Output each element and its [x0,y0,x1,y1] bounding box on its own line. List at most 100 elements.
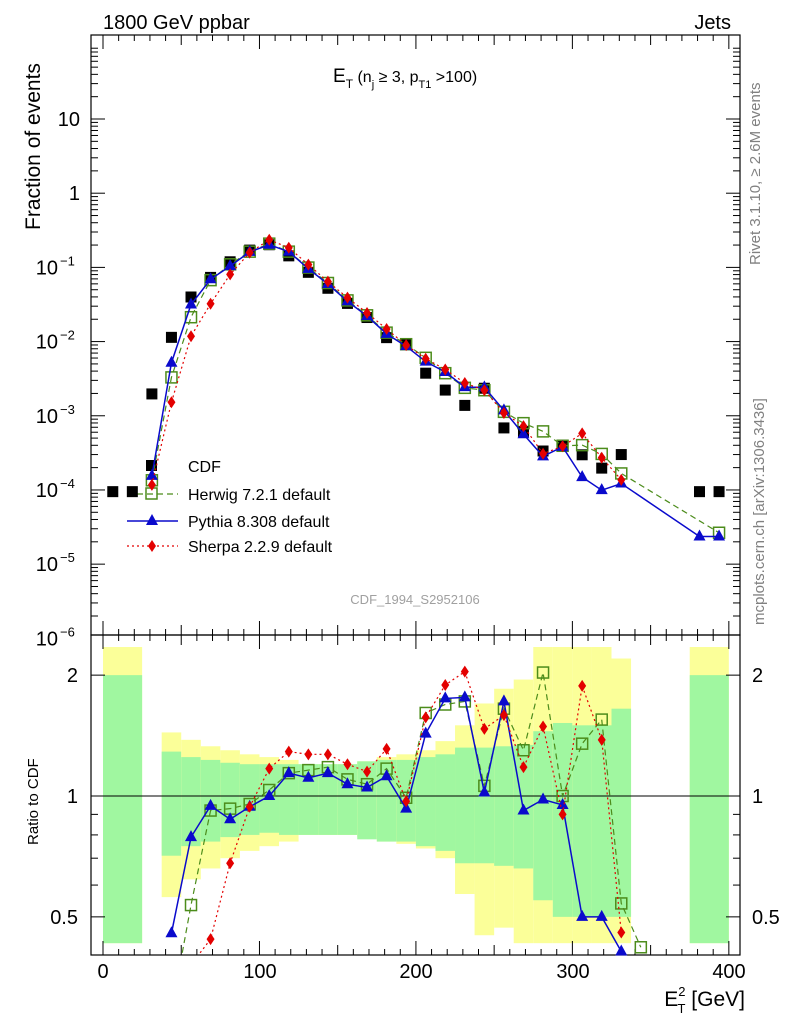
ratio-point [497,694,510,706]
data-point [596,462,608,474]
main-y-tick-exponent: −2 [60,328,75,343]
ratio-point [439,691,452,703]
ratio-point [321,766,334,778]
ratio-ytick-left-05: 0.5 [50,907,78,929]
main-y-tick-exponent: −3 [60,402,75,417]
data-point [575,438,589,452]
ratio-point [517,803,530,815]
ratio-point [284,745,293,758]
data-point [204,272,217,284]
data-point [499,406,508,419]
data-point [343,291,352,304]
ratio-point [204,798,217,810]
ratio-point [382,742,391,755]
ratio-ytick-right-05: 0.5 [752,907,780,929]
ratio-ytick-right-2: 2 [752,665,763,687]
main-y-tick-label: 10 [36,332,58,354]
inner-band-bin [103,675,143,944]
ratio-point [576,909,589,921]
data-point [185,297,198,309]
data-point [107,486,119,498]
ratio-point [245,800,254,813]
ratio-point [615,897,628,910]
inner-band-bin [435,754,456,851]
data-point [165,371,178,384]
main-chart-title: ET (nj ≥ 3, pT1 >100) [333,66,477,91]
data-point [519,420,528,433]
ratio-point [458,690,471,702]
data-point [382,322,391,335]
ratio-point [341,777,354,789]
header-right-label: Jets [694,12,731,34]
ratio-tick-labels: 2 1 0.5 2 1 0.5 0 100 200 300 400 [50,665,780,983]
main-y-tick-label: 10 [36,406,58,428]
data-point [694,486,706,498]
inner-band-bin [415,757,436,847]
ratio-point [575,737,589,750]
inner-band-bin [591,725,612,917]
data-point [226,268,235,281]
ratio-point [617,926,626,939]
data-point [283,250,295,262]
ratio-point [184,898,198,912]
main-y-tick-label: 10 [36,628,58,650]
ratio-y-axis-label: Ratio to CDF [25,758,42,845]
inner-band-bin [239,764,260,835]
inner-band-bin [689,675,729,944]
legend-label-pythia: Pythia 8.308 default [188,514,330,531]
data-point [145,468,158,480]
ratio-point [478,785,491,797]
data-point [713,529,726,541]
ratio-point [304,748,313,761]
data-point [439,384,451,396]
data-point [578,427,587,440]
inner-band-bin [318,764,338,835]
data-point [558,440,567,453]
inner-band-bin [533,731,553,901]
data-point [167,396,176,409]
inner-band-bin [181,757,201,847]
ratio-point [519,761,528,774]
inner-band-bin [474,747,495,864]
ratio-point [595,909,608,921]
data-point [206,297,215,310]
legend-marker-sherpa [148,540,156,552]
data-point [460,377,469,390]
data-point [146,388,158,400]
data-point [480,384,489,397]
data-point [421,352,430,365]
data-point [713,486,725,498]
data-point [184,310,198,324]
data-point [539,447,548,460]
series-line [151,239,622,486]
ratio-point [615,944,628,956]
inner-band-bin [611,708,632,917]
legend-marker-pythia [146,514,158,525]
ratio-ytick-left-1: 1 [67,786,78,808]
data-point [597,451,606,464]
main-y-tick-exponent: −6 [60,624,75,639]
ratio-point [595,713,608,726]
ratio-point [419,726,432,738]
data-point [363,306,372,319]
ratio-point [265,762,274,775]
data-point [517,427,530,439]
inner-band-bin [279,764,299,835]
legend-label-cdf: CDF [188,459,221,476]
data-point [147,478,156,491]
main-y-tick-label: 10 [36,257,58,279]
data-point [245,246,254,259]
header-left-label: 1800 GeV ppbar [103,12,250,34]
ratio-point [361,780,374,792]
inner-band-bin [376,759,397,842]
axis-ticks [91,35,740,955]
main-y-tick-label: 10 [36,554,58,576]
legend-label-herwig: Herwig 7.2.1 default [188,487,331,504]
data-point [265,233,274,246]
data-point [441,363,450,376]
ratio-point [539,720,548,733]
data-point [420,367,432,379]
ratio-point [517,744,530,757]
inner-band-bin [455,747,475,864]
